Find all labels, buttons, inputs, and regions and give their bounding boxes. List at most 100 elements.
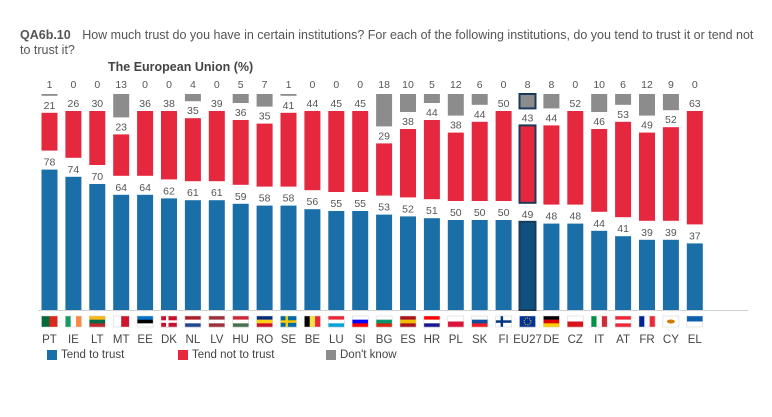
label-trust-es: 52: [402, 203, 414, 215]
bar-not-trust-eu27: [518, 124, 537, 204]
label-not-trust-ee: 36: [139, 98, 151, 110]
label-dont-know-se: 1: [286, 79, 292, 91]
label-dont-know-hu: 5: [238, 79, 244, 91]
label-dont-know-pt: 1: [47, 79, 53, 91]
flag-hr-icon: [423, 315, 441, 328]
label-dont-know-pl: 12: [450, 79, 462, 91]
label-trust-hu: 59: [235, 191, 247, 203]
label-dont-know-es: 10: [402, 79, 414, 91]
bar-trust-ie: [65, 176, 82, 310]
category-label-nl: NL: [186, 334, 201, 346]
category-label-de: DE: [543, 334, 559, 346]
chart-subtitle: The European Union (%): [108, 60, 254, 74]
bar-not-trust-be: [304, 111, 321, 191]
flag-lt-icon: [89, 315, 106, 328]
category-label-pt: PT: [42, 334, 57, 346]
bar-dont-know-eu27: [518, 93, 537, 110]
bar-dont-know-pt: [41, 94, 58, 96]
bar-not-trust-es: [400, 129, 416, 198]
category-label-lu: LU: [329, 334, 344, 346]
bar-dont-know-at: [615, 94, 632, 105]
label-dont-know-ro: 7: [262, 79, 268, 91]
flag-cz-icon: [567, 315, 584, 328]
bar-dont-know-nl: [184, 94, 201, 102]
bar-dont-know-hu: [232, 94, 249, 103]
label-not-trust-cy: 52: [665, 114, 677, 126]
bar-trust-fi: [495, 220, 512, 310]
label-not-trust-dk: 38: [163, 98, 175, 110]
label-not-trust-nl: 35: [187, 105, 199, 117]
label-trust-be: 56: [307, 196, 319, 208]
bar-dont-know-it: [591, 94, 608, 112]
label-dont-know-be: 0: [309, 79, 315, 91]
label-dont-know-bg: 18: [378, 79, 390, 91]
category-label-se: SE: [281, 334, 297, 346]
category-label-pl: PL: [449, 334, 464, 346]
bar-trust-fr: [639, 239, 655, 310]
label-trust-lv: 61: [211, 187, 223, 199]
label-not-trust-hr: 44: [426, 107, 438, 119]
label-dont-know-dk: 0: [166, 79, 172, 91]
category-label-cy: CY: [663, 334, 679, 346]
label-not-trust-mt: 23: [115, 121, 127, 133]
category-label-lt: LT: [91, 334, 104, 346]
bar-trust-hu: [232, 203, 249, 310]
bar-not-trust-it: [591, 129, 608, 212]
flag-it-icon: [590, 315, 608, 328]
question-text: How much trust do you have in certain in…: [20, 28, 754, 57]
bar-not-trust-cz: [567, 111, 584, 205]
bar-not-trust-hr: [423, 120, 440, 200]
label-dont-know-ee: 0: [142, 79, 148, 91]
label-trust-lu: 55: [330, 198, 342, 210]
bar-dont-know-sk: [471, 94, 488, 105]
label-trust-cz: 48: [569, 211, 581, 223]
label-trust-fr: 39: [641, 227, 653, 239]
legend-item-dont-know: Don't know: [326, 349, 397, 361]
label-trust-pl: 50: [450, 207, 462, 219]
category-label-fi: FI: [498, 334, 508, 346]
label-not-trust-at: 53: [617, 109, 629, 121]
bar-trust-ee: [137, 194, 154, 310]
label-not-trust-lv: 39: [211, 98, 223, 110]
legend-item-not-trust: Tend not to trust: [178, 349, 274, 361]
bar-not-trust-pt: [41, 112, 58, 151]
label-trust-bg: 53: [378, 202, 390, 214]
bar-trust-es: [400, 216, 416, 310]
flag-eu27-icon: [519, 315, 536, 328]
label-not-trust-pl: 38: [450, 120, 462, 132]
label-not-trust-fi: 50: [498, 98, 510, 110]
bar-dont-know-fr: [639, 94, 655, 116]
flag-lu-icon: [328, 315, 345, 328]
label-dont-know-lv: 0: [214, 79, 220, 91]
bar-trust-bg: [376, 214, 393, 310]
label-trust-lt: 70: [91, 171, 103, 183]
label-dont-know-mt: 13: [115, 79, 127, 91]
bar-trust-el: [686, 243, 703, 310]
bar-trust-be: [304, 209, 321, 310]
bar-trust-se: [280, 205, 297, 310]
label-not-trust-cz: 52: [569, 98, 581, 110]
label-not-trust-fr: 49: [641, 120, 653, 132]
flag-cy-icon: [662, 315, 680, 328]
category-label-mt: MT: [113, 334, 130, 346]
category-label-bg: BG: [376, 334, 393, 346]
bar-dont-know-bg: [376, 94, 393, 127]
bar-dont-know-de: [543, 94, 560, 109]
bar-trust-pl: [447, 220, 464, 310]
bar-not-trust-nl: [184, 118, 201, 182]
flag-de-icon: [543, 315, 560, 328]
flag-es-icon: [399, 315, 417, 328]
label-not-trust-sk: 44: [474, 109, 486, 121]
bar-not-trust-cy: [662, 127, 679, 221]
flag-si-icon: [351, 315, 369, 328]
label-trust-eu27: 49: [522, 209, 534, 221]
label-dont-know-hr: 5: [429, 79, 435, 91]
bar-dont-know-es: [400, 94, 416, 112]
label-not-trust-es: 38: [402, 116, 414, 128]
bar-not-trust-dk: [161, 111, 177, 180]
label-trust-dk: 62: [163, 185, 175, 197]
label-dont-know-si: 0: [357, 79, 363, 91]
flag-lv-icon: [208, 315, 226, 328]
label-not-trust-si: 45: [354, 98, 366, 110]
label-dont-know-el: 0: [692, 79, 698, 91]
